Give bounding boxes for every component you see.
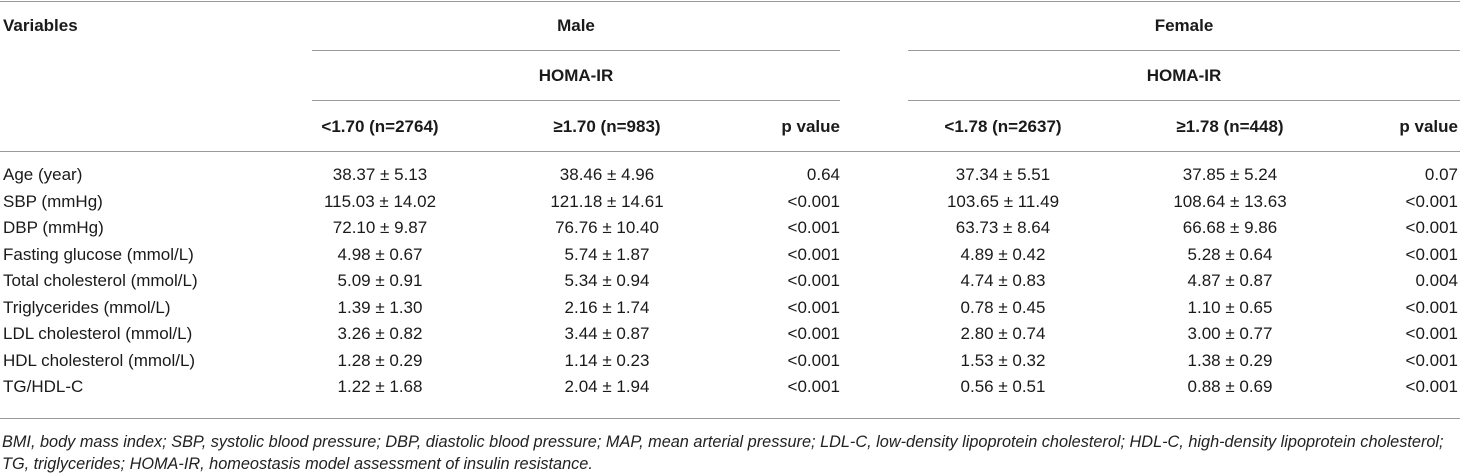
female-header: Female [1154, 16, 1214, 35]
row-label: DBP (mmHg) [3, 218, 104, 237]
male-high-value: 2.16 ± 1.74 [564, 297, 650, 317]
col-header-male-low: <1.70 (n=2764) [321, 117, 439, 136]
male-p-value: <0.001 [787, 324, 840, 343]
male-high-value: 2.04 ± 1.94 [564, 377, 650, 396]
male-low-value: 1.22 ± 1.68 [337, 377, 423, 396]
male-homa-header: HOMA-IR [538, 66, 614, 85]
male-low-value: 38.37 ± 5.13 [332, 165, 428, 184]
female-p-value: 0.07 [1424, 165, 1458, 184]
male-high-value: 38.46 ± 4.96 [559, 165, 655, 184]
male-p-value: <0.001 [787, 244, 840, 264]
male-low-value: 72.10 ± 9.87 [332, 218, 428, 237]
col-header-female-p: p value [1399, 117, 1458, 136]
col-header-female-low: <1.78 (n=2637) [944, 117, 1062, 136]
row-label: Triglycerides (mmol/L) [3, 297, 171, 317]
female-p-value: <0.001 [1405, 377, 1458, 396]
male-high-value: 5.34 ± 0.94 [564, 271, 650, 290]
male-high-value: 76.76 ± 10.40 [555, 218, 659, 237]
female-homa-rule [908, 100, 1460, 101]
female-high-value: 66.68 ± 9.86 [1182, 218, 1278, 237]
male-header: Male [557, 16, 595, 35]
female-p-value: <0.001 [1405, 191, 1458, 211]
female-group-rule [908, 50, 1460, 51]
row-label: Age (year) [3, 165, 83, 184]
col-header-male-high: ≥1.70 (n=983) [553, 117, 661, 136]
variables-header: Variables [3, 16, 78, 35]
male-p-value: <0.001 [787, 350, 840, 370]
female-p-value: <0.001 [1405, 218, 1458, 237]
female-p-value: <0.001 [1405, 324, 1458, 343]
col-header-female-high: ≥1.78 (n=448) [1176, 117, 1284, 136]
row-label: Total cholesterol (mmol/L) [3, 271, 198, 290]
table-footnote: BMI, body mass index; SBP, systolic bloo… [2, 433, 1444, 473]
female-high-value: 37.85 ± 5.24 [1182, 165, 1278, 184]
male-p-value: <0.001 [787, 377, 840, 396]
female-low-value: 37.34 ± 5.51 [955, 165, 1051, 184]
female-high-value: 1.10 ± 0.65 [1187, 297, 1273, 317]
row-label: TG/HDL-C [3, 377, 84, 396]
header-bottom-rule [0, 151, 1460, 152]
female-low-value: 0.78 ± 0.45 [960, 297, 1046, 317]
female-low-value: 63.73 ± 8.64 [955, 218, 1051, 237]
female-low-value: 1.53 ± 0.32 [960, 350, 1046, 370]
female-high-value: 3.00 ± 0.77 [1187, 324, 1273, 343]
male-p-value: <0.001 [787, 271, 840, 290]
female-low-value: 2.80 ± 0.74 [960, 324, 1046, 343]
male-group-rule [312, 50, 840, 51]
row-label: HDL cholesterol (mmol/L) [3, 350, 196, 370]
male-p-value: <0.001 [787, 191, 840, 211]
female-high-value: 0.88 ± 0.69 [1187, 377, 1273, 396]
female-p-value: <0.001 [1405, 297, 1458, 317]
male-high-value: 3.44 ± 0.87 [564, 324, 650, 343]
male-low-value: 115.03 ± 14.02 [323, 191, 437, 211]
male-p-value: 0.64 [806, 165, 840, 184]
male-low-value: 5.09 ± 0.91 [337, 271, 423, 290]
male-homa-rule [312, 100, 840, 101]
row-label: LDL cholesterol (mmol/L) [3, 324, 193, 343]
female-low-value: 103.65 ± 11.49 [946, 191, 1060, 211]
female-high-value: 1.38 ± 0.29 [1187, 350, 1273, 370]
female-low-value: 4.74 ± 0.83 [960, 271, 1046, 290]
row-label: Fasting glucose (mmol/L) [3, 244, 194, 264]
female-high-value: 4.87 ± 0.87 [1187, 271, 1273, 290]
male-low-value: 3.26 ± 0.82 [337, 324, 423, 343]
body-bottom-rule [0, 418, 1460, 419]
female-high-value: 108.64 ± 13.63 [1173, 191, 1287, 211]
male-high-value: 5.74 ± 1.87 [564, 244, 650, 264]
top-rule [0, 1, 1460, 2]
female-p-value: 0.004 [1415, 271, 1458, 290]
female-low-value: 0.56 ± 0.51 [960, 377, 1046, 396]
female-homa-header: HOMA-IR [1146, 66, 1222, 85]
female-p-value: <0.001 [1405, 350, 1458, 370]
male-high-value: 1.14 ± 0.23 [564, 350, 650, 370]
female-high-value: 5.28 ± 0.64 [1187, 244, 1273, 264]
female-p-value: <0.001 [1405, 244, 1458, 264]
male-low-value: 1.28 ± 0.29 [337, 350, 423, 370]
male-high-value: 121.18 ± 14.61 [550, 191, 664, 211]
male-low-value: 4.98 ± 0.67 [337, 244, 423, 264]
row-label: SBP (mmHg) [3, 191, 103, 211]
male-low-value: 1.39 ± 1.30 [337, 297, 423, 317]
col-header-male-p: p value [781, 117, 840, 136]
male-p-value: <0.001 [787, 297, 840, 317]
male-p-value: <0.001 [787, 218, 840, 237]
female-low-value: 4.89 ± 0.42 [960, 244, 1046, 264]
